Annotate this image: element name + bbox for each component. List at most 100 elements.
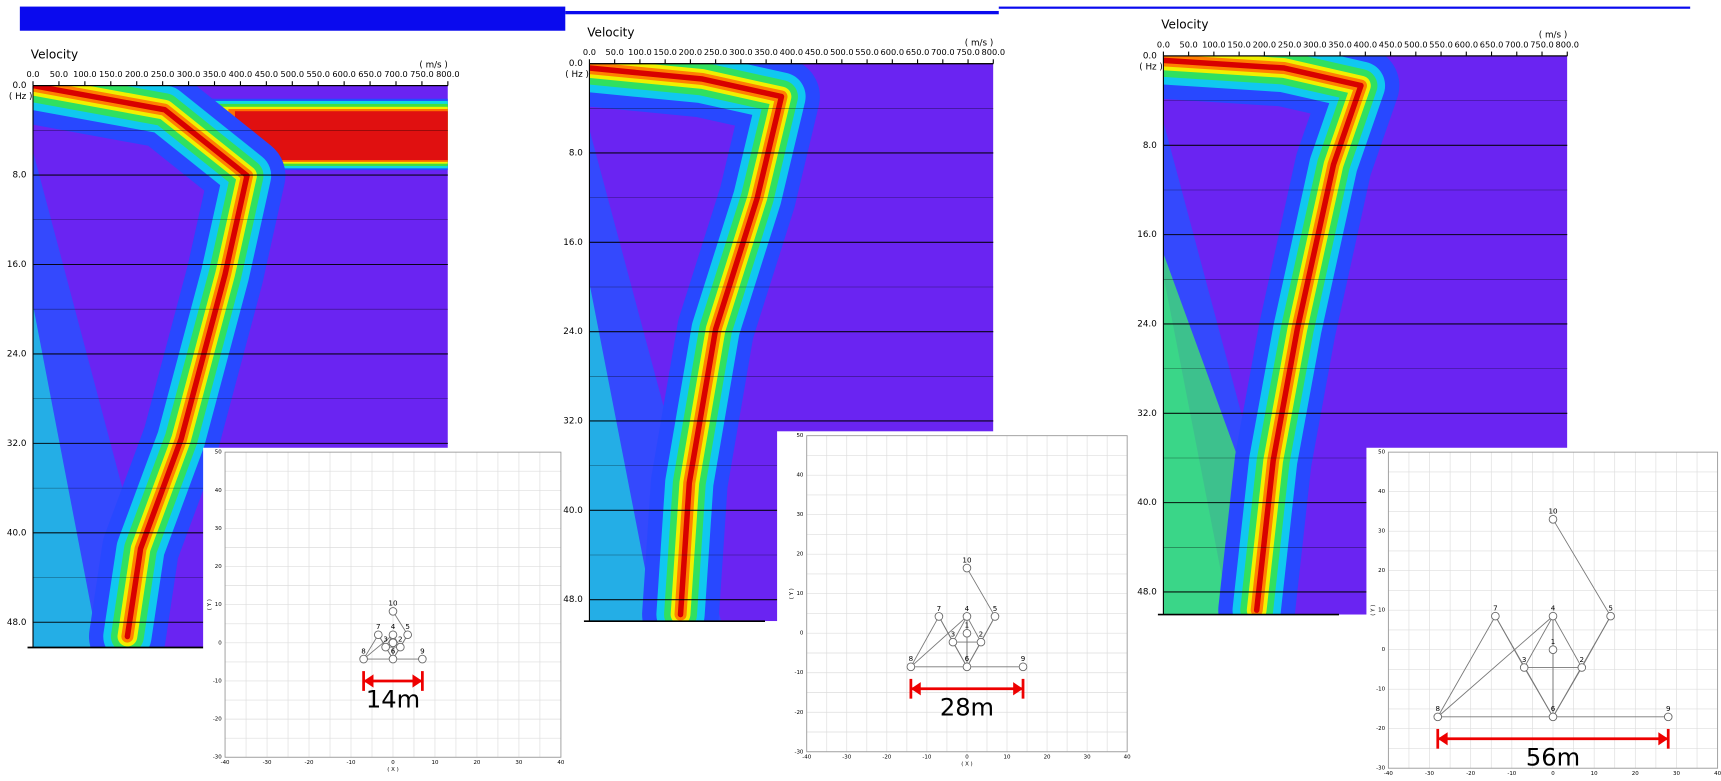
- x-tick-label: 650.0: [906, 47, 930, 57]
- x-tick-label: 300.0: [177, 69, 201, 79]
- span-label: 14m: [366, 686, 420, 714]
- header-bar: [565, 11, 998, 14]
- node-label: 2: [979, 629, 984, 638]
- inset-x-tick: 10: [1004, 755, 1011, 761]
- inset-x-tick: -40: [221, 760, 230, 766]
- x-tick-label: 750.0: [1530, 39, 1554, 49]
- x-tick-label: 0.0: [583, 47, 596, 57]
- sensor-node: [1549, 646, 1557, 654]
- node-label: 9: [420, 646, 425, 655]
- inset-x-label: ( X ): [387, 767, 399, 773]
- x-tick-label: 200.0: [125, 69, 149, 79]
- inset-x-tick: 30: [1084, 755, 1091, 761]
- span-label: 28m: [940, 694, 994, 722]
- x-tick-label: 250.0: [151, 69, 175, 79]
- node-label: 2: [398, 634, 403, 643]
- inset-background: [1366, 448, 1720, 777]
- sensor-node: [977, 638, 985, 646]
- x-tick-label: 500.0: [281, 69, 305, 79]
- sensor-node: [963, 613, 971, 621]
- sensor-node: [1549, 515, 1557, 523]
- panel-title: Velocity: [31, 47, 78, 61]
- sensor-node: [991, 613, 999, 621]
- panel-title: Velocity: [1161, 18, 1208, 32]
- inset-x-tick: 30: [1673, 771, 1680, 777]
- sensor-node: [949, 638, 957, 646]
- sensor-node: [1434, 713, 1442, 721]
- y-tick-label: 40.0: [1137, 498, 1157, 508]
- y-tick-label: 40.0: [7, 528, 27, 538]
- y-tick-label: 16.0: [1137, 230, 1157, 240]
- x-tick-label: 450.0: [255, 69, 279, 79]
- inset-x-tick: -10: [922, 755, 931, 761]
- sensor-node: [1019, 663, 1027, 671]
- inset-y-tick: 40: [796, 473, 803, 479]
- x-tick-label: 550.0: [306, 69, 330, 79]
- inset-x-tick: -10: [347, 760, 356, 766]
- inset-x-tick: -40: [1384, 771, 1393, 777]
- x-tick-label: 400.0: [1354, 39, 1378, 49]
- inset-y-tick: -20: [794, 710, 803, 716]
- x-tick-label: 100.0: [1202, 39, 1226, 49]
- inset-x-tick: 20: [473, 760, 480, 766]
- inset-x-tick: -30: [263, 760, 272, 766]
- inset-y-tick: 20: [215, 564, 222, 570]
- x-tick-label: 650.0: [358, 69, 382, 79]
- node-label: 1: [965, 621, 970, 630]
- sensor-node: [1664, 713, 1672, 721]
- inset-y-tick: -10: [213, 678, 222, 684]
- sensor-node: [1492, 612, 1500, 620]
- node-label: 1: [1551, 637, 1556, 646]
- sensor-node: [389, 631, 397, 639]
- inset-x-tick: -20: [1466, 771, 1475, 777]
- node-label: 4: [965, 604, 970, 613]
- node-label: 6: [965, 654, 970, 663]
- x-tick-label: 50.0: [606, 47, 624, 57]
- x-tick-label: 0.0: [26, 69, 39, 79]
- y-unit: ( Hz ): [9, 92, 33, 102]
- inset-y-tick: 30: [796, 512, 803, 518]
- inset-y-tick: 20: [796, 552, 803, 558]
- inset-y-tick: 10: [796, 591, 803, 597]
- sensor-node: [963, 663, 971, 671]
- x-tick-label: 350.0: [1328, 39, 1352, 49]
- inset-y-tick: -20: [213, 717, 222, 723]
- y-tick-label: 48.0: [7, 618, 27, 628]
- y-tick-label: 48.0: [563, 595, 583, 605]
- inset-x-tick: 40: [557, 760, 564, 766]
- sensor-node: [360, 655, 368, 663]
- inset-x-tick: 40: [1714, 771, 1721, 777]
- inset-y-tick: 0: [800, 631, 804, 637]
- x-tick-label: 150.0: [99, 69, 123, 79]
- node-label: 4: [391, 622, 396, 631]
- sensor-node: [396, 643, 404, 651]
- node-label: 4: [1551, 603, 1556, 612]
- x-tick-label: 750.0: [410, 69, 434, 79]
- node-label: 6: [1551, 704, 1556, 713]
- y-tick-label: 24.0: [7, 349, 27, 359]
- node-label: 8: [909, 654, 914, 663]
- y-tick-label: 0.0: [1143, 51, 1157, 61]
- node-label: 3: [1522, 655, 1527, 664]
- y-tick-label: 24.0: [563, 327, 583, 337]
- inset-y-tick: 0: [218, 640, 222, 646]
- figure: Velocity( m/s )( Hz )0.050.0100.0150.020…: [0, 0, 1721, 777]
- x-tick-label: 700.0: [384, 69, 408, 79]
- y-tick-label: 0.0: [12, 81, 26, 91]
- span-label: 56m: [1526, 744, 1580, 772]
- x-tick-label: 250.0: [1278, 39, 1302, 49]
- inset-y-tick: -10: [1376, 687, 1385, 693]
- node-label: 3: [951, 629, 956, 638]
- y-tick-label: 8.0: [1143, 141, 1157, 151]
- node-label: 6: [391, 646, 396, 655]
- x-tick-label: 600.0: [332, 69, 356, 79]
- inset-x-tick: -20: [305, 760, 314, 766]
- inset-x-tick: 30: [515, 760, 522, 766]
- x-tick-label: 450.0: [805, 47, 829, 57]
- x-tick-label: 650.0: [1480, 39, 1504, 49]
- header-bar: [999, 7, 1690, 9]
- x-tick-label: 800.0: [982, 47, 1006, 57]
- y-tick-label: 16.0: [563, 238, 583, 248]
- inset-x-tick: -30: [842, 755, 851, 761]
